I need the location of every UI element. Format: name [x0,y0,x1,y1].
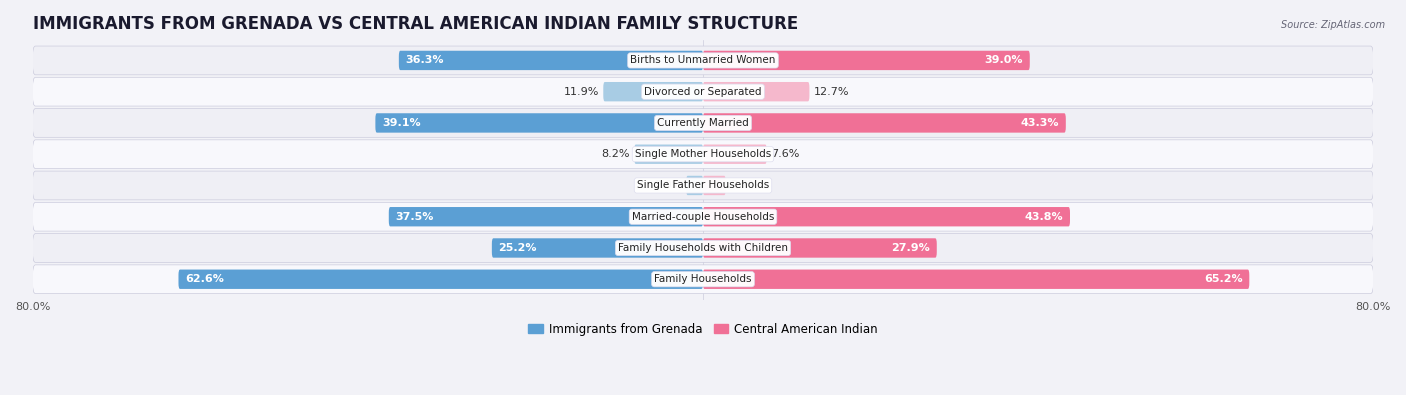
Text: 25.2%: 25.2% [499,243,537,253]
Text: 12.7%: 12.7% [814,87,849,97]
Text: 65.2%: 65.2% [1204,274,1243,284]
FancyBboxPatch shape [399,51,703,70]
Text: 37.5%: 37.5% [395,212,434,222]
Text: Married-couple Households: Married-couple Households [631,212,775,222]
Text: 11.9%: 11.9% [564,87,599,97]
Text: 8.2%: 8.2% [602,149,630,159]
Text: Family Households with Children: Family Households with Children [619,243,787,253]
FancyBboxPatch shape [703,82,810,102]
Text: 2.0%: 2.0% [654,181,682,190]
FancyBboxPatch shape [32,77,1374,106]
FancyBboxPatch shape [703,51,1029,70]
FancyBboxPatch shape [32,265,1374,293]
Text: Divorced or Separated: Divorced or Separated [644,87,762,97]
FancyBboxPatch shape [375,113,703,133]
FancyBboxPatch shape [32,46,1374,75]
FancyBboxPatch shape [603,82,703,102]
Text: Currently Married: Currently Married [657,118,749,128]
Text: Births to Unmarried Women: Births to Unmarried Women [630,55,776,66]
FancyBboxPatch shape [32,140,1374,169]
Text: 39.1%: 39.1% [382,118,420,128]
FancyBboxPatch shape [634,145,703,164]
FancyBboxPatch shape [703,269,1250,289]
Text: 36.3%: 36.3% [405,55,444,66]
Text: Family Households: Family Households [654,274,752,284]
FancyBboxPatch shape [492,238,703,258]
FancyBboxPatch shape [32,109,1374,137]
Text: Single Father Households: Single Father Households [637,181,769,190]
FancyBboxPatch shape [703,238,936,258]
FancyBboxPatch shape [686,176,703,195]
Text: 7.6%: 7.6% [770,149,799,159]
Text: 43.8%: 43.8% [1025,212,1063,222]
Text: 43.3%: 43.3% [1021,118,1059,128]
Text: 62.6%: 62.6% [186,274,224,284]
FancyBboxPatch shape [32,171,1374,200]
Legend: Immigrants from Grenada, Central American Indian: Immigrants from Grenada, Central America… [524,318,882,340]
Text: Source: ZipAtlas.com: Source: ZipAtlas.com [1281,20,1385,30]
Text: 39.0%: 39.0% [984,55,1024,66]
Text: IMMIGRANTS FROM GRENADA VS CENTRAL AMERICAN INDIAN FAMILY STRUCTURE: IMMIGRANTS FROM GRENADA VS CENTRAL AMERI… [32,15,799,33]
FancyBboxPatch shape [703,145,766,164]
Text: 2.7%: 2.7% [730,181,758,190]
FancyBboxPatch shape [389,207,703,226]
FancyBboxPatch shape [32,202,1374,231]
FancyBboxPatch shape [703,207,1070,226]
Text: Single Mother Households: Single Mother Households [636,149,770,159]
Text: 27.9%: 27.9% [891,243,929,253]
FancyBboxPatch shape [703,113,1066,133]
FancyBboxPatch shape [32,233,1374,262]
FancyBboxPatch shape [179,269,703,289]
FancyBboxPatch shape [703,176,725,195]
